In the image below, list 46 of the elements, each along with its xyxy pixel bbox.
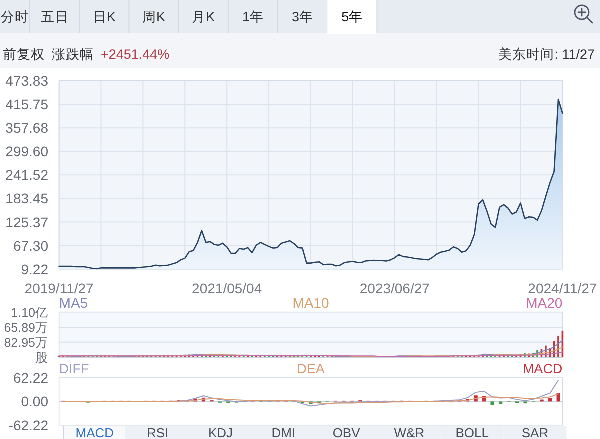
text: RSI — [147, 426, 169, 439]
y-tick-label: 473.83 — [6, 73, 49, 90]
y-tick-label: 241.52 — [6, 167, 49, 184]
text: KDJ — [208, 426, 234, 439]
text: 5年 — [342, 10, 364, 24]
text: DMI — [272, 426, 296, 439]
text: +2451.44% — [101, 47, 170, 62]
text: 周K — [142, 10, 166, 24]
y-tick-label: 62.22 — [13, 370, 49, 386]
text: 月K — [192, 10, 216, 24]
text: 82.95万 — [4, 336, 48, 350]
text: 3年 — [292, 10, 314, 24]
y-tick-label: 67.30 — [13, 238, 49, 254]
text: 日K — [92, 10, 116, 24]
series-label: DEA — [297, 362, 325, 376]
text: MA5 — [59, 294, 88, 311]
text: 分时 — [1, 10, 29, 24]
text: 五日 — [40, 10, 69, 24]
text: 65.89万 — [4, 320, 48, 335]
text: DIFF — [59, 362, 90, 376]
text: BOLL — [456, 426, 489, 439]
text: MA20 — [526, 294, 563, 311]
text: 1年 — [242, 10, 264, 24]
y-tick-label: 415.75 — [6, 96, 49, 113]
y-tick-label: 357.68 — [6, 120, 49, 136]
x-tick-label: 2021/05/04 — [192, 280, 262, 296]
text: W&R — [394, 426, 425, 439]
x-tick-label: 2019/11/27 — [24, 280, 94, 296]
text: 股 — [36, 351, 48, 365]
series-label: MACD — [522, 362, 563, 376]
y-tick-label: 9.22 — [21, 261, 49, 278]
x-tick-label: 2023/06/27 — [360, 280, 430, 296]
text: 涨跌幅 — [52, 47, 94, 62]
x-tick-label: 2024/11/27 — [528, 280, 598, 296]
y-tick-label: 125.37 — [6, 214, 49, 230]
y-tick-label: 0.00 — [21, 394, 49, 410]
text: SAR — [522, 426, 549, 439]
text: OBV — [332, 426, 361, 439]
text: MACD — [76, 426, 114, 439]
y-tick-label: 299.60 — [6, 144, 49, 160]
text: MA10 — [292, 294, 330, 311]
text: 1.10亿 — [11, 306, 48, 320]
y-tick-label: 183.45 — [6, 190, 49, 207]
text: 前复权 — [3, 47, 45, 62]
text: 美东时间: 11/27 — [498, 47, 595, 62]
y-tick-label: -62.22 — [8, 417, 49, 434]
